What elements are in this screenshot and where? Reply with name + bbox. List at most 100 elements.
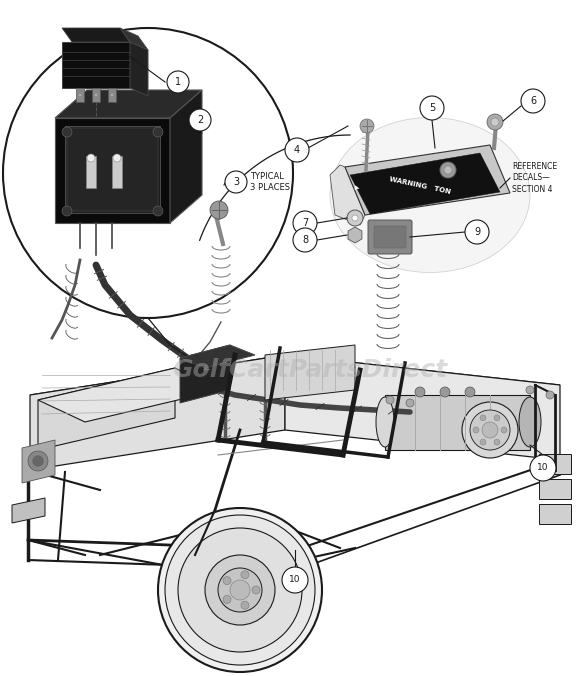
Circle shape: [223, 596, 231, 604]
Circle shape: [494, 415, 500, 421]
Text: GolfCartPartsDirect: GolfCartPartsDirect: [172, 358, 448, 382]
FancyBboxPatch shape: [65, 126, 160, 213]
FancyBboxPatch shape: [92, 88, 100, 102]
FancyBboxPatch shape: [76, 88, 84, 102]
Polygon shape: [55, 90, 202, 118]
FancyBboxPatch shape: [385, 395, 530, 450]
Circle shape: [526, 386, 534, 394]
Polygon shape: [345, 145, 510, 215]
Polygon shape: [120, 28, 148, 50]
Circle shape: [462, 402, 518, 458]
Text: 7: 7: [302, 218, 308, 228]
Circle shape: [530, 455, 556, 481]
Circle shape: [406, 399, 414, 407]
Text: 4: 4: [294, 145, 300, 155]
FancyBboxPatch shape: [539, 504, 571, 524]
Text: 10: 10: [289, 575, 301, 585]
Circle shape: [473, 427, 479, 433]
Polygon shape: [30, 355, 285, 470]
Polygon shape: [12, 498, 45, 523]
Text: 6: 6: [530, 96, 536, 106]
Circle shape: [241, 571, 249, 579]
Circle shape: [78, 93, 82, 97]
Polygon shape: [38, 368, 220, 422]
FancyBboxPatch shape: [108, 88, 116, 102]
Circle shape: [440, 162, 456, 178]
Circle shape: [241, 601, 249, 609]
FancyBboxPatch shape: [112, 156, 122, 188]
Text: 9: 9: [474, 227, 480, 237]
Circle shape: [167, 71, 189, 93]
Text: 3: 3: [233, 177, 239, 187]
Polygon shape: [38, 368, 175, 450]
FancyBboxPatch shape: [67, 128, 158, 211]
Circle shape: [491, 118, 499, 126]
Circle shape: [205, 555, 275, 625]
Circle shape: [153, 206, 163, 216]
Circle shape: [285, 138, 309, 162]
Circle shape: [415, 387, 425, 397]
Circle shape: [465, 387, 475, 397]
Circle shape: [386, 396, 394, 404]
Circle shape: [62, 127, 72, 137]
Circle shape: [62, 206, 72, 216]
Text: 1: 1: [175, 77, 181, 87]
Circle shape: [252, 586, 260, 594]
Circle shape: [225, 171, 247, 193]
Circle shape: [282, 567, 308, 593]
Circle shape: [87, 154, 95, 162]
Text: TYPICAL
3 PLACES: TYPICAL 3 PLACES: [250, 172, 290, 193]
Polygon shape: [350, 153, 500, 214]
Text: 5: 5: [429, 103, 435, 113]
Circle shape: [352, 215, 358, 221]
Polygon shape: [62, 42, 130, 88]
Ellipse shape: [330, 118, 530, 272]
Polygon shape: [330, 165, 365, 225]
Circle shape: [420, 96, 444, 120]
Polygon shape: [30, 355, 560, 425]
FancyBboxPatch shape: [539, 479, 571, 499]
Circle shape: [440, 387, 450, 397]
Text: 2: 2: [197, 115, 203, 125]
Text: REFERENCE
DECALS—
SECTION 4: REFERENCE DECALS— SECTION 4: [512, 162, 557, 194]
Circle shape: [189, 109, 211, 131]
Polygon shape: [265, 345, 355, 400]
Circle shape: [158, 508, 322, 672]
Text: ▶: ▶: [354, 185, 360, 191]
Circle shape: [32, 455, 44, 467]
Circle shape: [113, 154, 121, 162]
Circle shape: [110, 93, 114, 97]
Circle shape: [347, 210, 363, 226]
Circle shape: [494, 439, 500, 445]
Circle shape: [444, 166, 452, 174]
Circle shape: [94, 93, 98, 97]
Circle shape: [482, 422, 498, 438]
Text: 8: 8: [302, 235, 308, 245]
Circle shape: [465, 220, 489, 244]
Circle shape: [521, 89, 545, 113]
FancyBboxPatch shape: [374, 226, 406, 248]
FancyBboxPatch shape: [86, 156, 96, 188]
Circle shape: [293, 228, 317, 252]
Circle shape: [165, 515, 315, 665]
Circle shape: [210, 201, 228, 219]
Ellipse shape: [519, 397, 541, 447]
Circle shape: [360, 119, 374, 133]
Circle shape: [293, 211, 317, 235]
Circle shape: [470, 410, 510, 450]
Polygon shape: [55, 118, 170, 223]
Polygon shape: [62, 28, 130, 42]
Polygon shape: [285, 355, 560, 460]
FancyBboxPatch shape: [539, 454, 571, 474]
Circle shape: [501, 427, 507, 433]
Circle shape: [487, 114, 503, 130]
Circle shape: [178, 528, 302, 652]
Polygon shape: [170, 90, 202, 223]
Circle shape: [480, 439, 486, 445]
Circle shape: [546, 391, 554, 399]
Circle shape: [230, 580, 250, 600]
Ellipse shape: [376, 397, 394, 447]
Circle shape: [480, 415, 486, 421]
Circle shape: [218, 568, 262, 612]
Circle shape: [153, 127, 163, 137]
